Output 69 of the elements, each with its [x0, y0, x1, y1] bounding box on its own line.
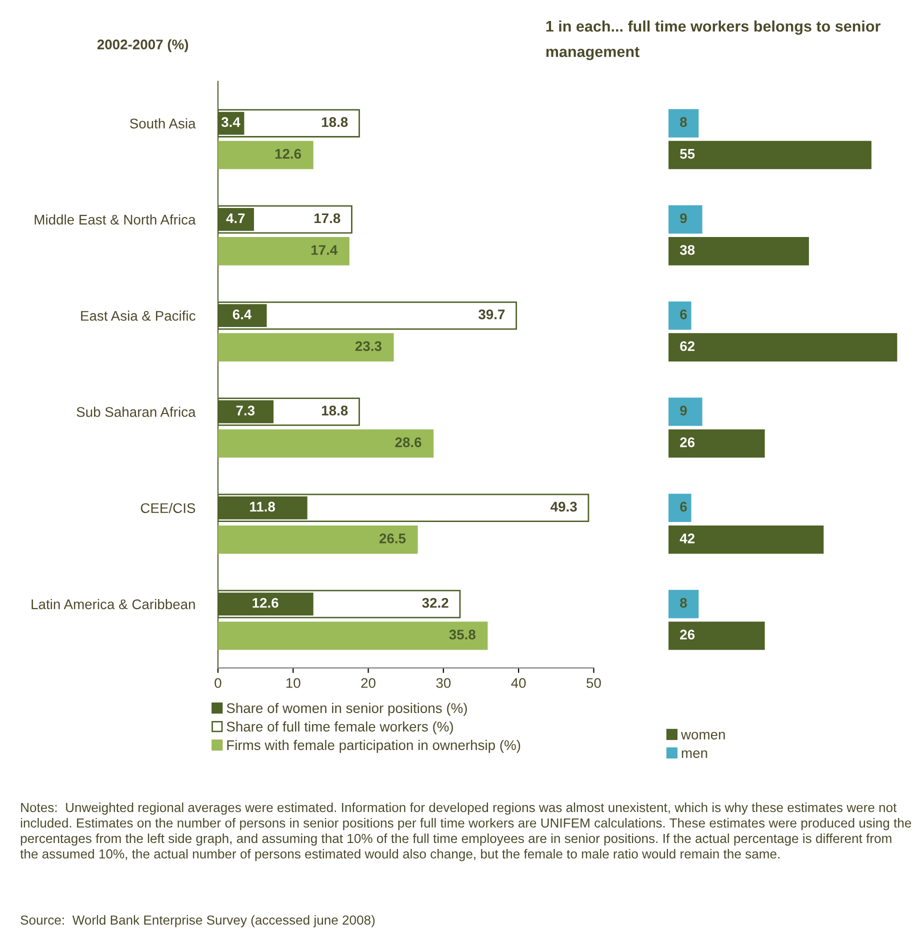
data-label: 28.6 — [395, 437, 422, 448]
bar — [218, 622, 488, 650]
x-tick-label: 10 — [286, 678, 300, 688]
chart-title: 2002-2007 (%) — [97, 39, 188, 52]
data-label: 49.3 — [550, 502, 577, 512]
data-label: 4.7 — [226, 213, 245, 224]
bar — [668, 140, 872, 170]
x-tick-label: 50 — [586, 678, 601, 688]
data-label: 18.8 — [322, 406, 348, 416]
bar — [668, 237, 809, 266]
data-label: 8 — [680, 117, 687, 128]
data-label: 17.8 — [314, 213, 340, 224]
data-label: 42 — [680, 534, 694, 544]
x-tick-label: 20 — [361, 678, 376, 688]
bar — [218, 140, 314, 170]
data-label: 11.8 — [250, 502, 276, 512]
data-label: 12.6 — [252, 598, 278, 608]
data-label: 6.4 — [232, 309, 252, 320]
x-tick-label: 30 — [436, 678, 451, 688]
bar — [668, 525, 824, 554]
bar — [218, 429, 434, 458]
bar — [668, 494, 692, 522]
chart-title: 1 in each... full time workers belongs to senior management — [546, 20, 880, 60]
bar — [218, 237, 350, 266]
bar — [668, 429, 765, 458]
data-label: 18.8 — [322, 117, 348, 128]
data-label: 3.4 — [221, 117, 240, 128]
x-tick-label: 0 — [214, 678, 222, 688]
bar — [218, 525, 418, 554]
bar — [668, 205, 702, 234]
legend-label: Share of full time female workers (%) — [226, 721, 453, 734]
source-note: Source: World Bank Enterprise Survey (accessed june 2008) — [20, 915, 375, 928]
bar — [668, 622, 765, 650]
bar — [668, 398, 702, 426]
data-label: 62 — [680, 341, 694, 352]
data-label: 39.7 — [478, 309, 505, 320]
data-label: 26.5 — [379, 534, 406, 544]
y-tick-label: Latin America & Caribbean — [32, 599, 195, 610]
legend-label: men — [682, 750, 708, 758]
bar — [668, 301, 692, 330]
data-label: 8 — [680, 598, 687, 608]
y-tick-label: CEE/CIS — [140, 502, 196, 514]
x-tick-label: 40 — [511, 678, 526, 688]
data-label: 9 — [680, 406, 687, 416]
bar — [668, 333, 898, 362]
bar — [668, 109, 699, 138]
data-label: 7.3 — [236, 406, 255, 416]
data-label: 26 — [680, 437, 695, 448]
data-label: 17.4 — [311, 245, 338, 255]
legend-label: Firms with female participation in ownerhsip (%) — [227, 740, 520, 753]
data-label: 6 — [680, 502, 687, 512]
data-label: 26 — [680, 630, 695, 640]
data-label: 32.2 — [422, 598, 448, 608]
data-label: 23.3 — [355, 341, 382, 352]
y-tick-label: Sub Saharan Africa — [76, 406, 196, 417]
data-label: 38 — [680, 245, 695, 255]
data-label: 55 — [680, 149, 695, 159]
data-label: 12.6 — [275, 148, 302, 159]
y-tick-label: East Asia & Pacific — [81, 310, 196, 321]
data-label: 9 — [680, 213, 687, 224]
data-label: 6 — [680, 309, 687, 320]
data-label: 35.8 — [449, 630, 476, 640]
legend-label: women — [680, 732, 725, 740]
text: Notes: Unweighted regional averages were estimated. Information for developed regions was almost unexistent, which is why these estimates were not included. Estimates on the number of persons in senior positions per full time workers are UNIFEM calculations. These estimates were produced using the percentages from the left side graph, and assuming that 10% of the full time employees are in senior positions. If the actual percentage is different from the assumed 10%, the actual number of persons estimated would also change, but the female to male ratio would remain the same. — [20, 802, 912, 862]
bar — [218, 333, 394, 362]
y-tick-label: South Asia — [130, 118, 196, 128]
bar — [668, 590, 699, 618]
legend-label: Share of women in senior positions (%) — [226, 702, 467, 716]
y-tick-label: Middle East & North Africa — [34, 214, 196, 225]
